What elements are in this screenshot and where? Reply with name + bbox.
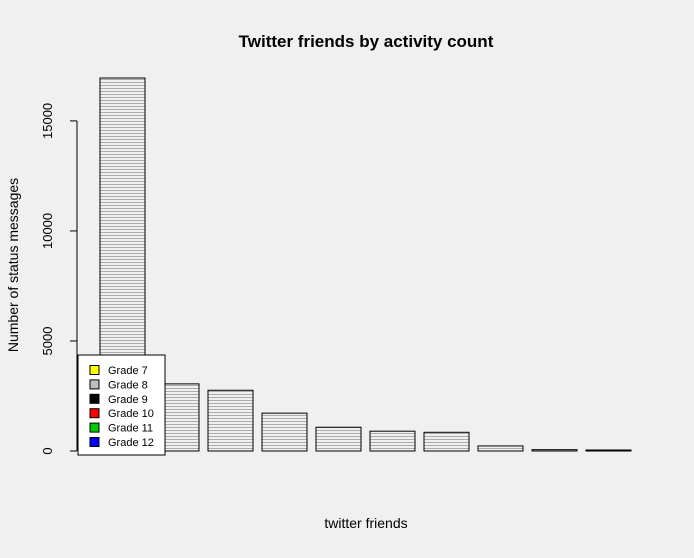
legend-label: Grade 10 [108,408,154,420]
legend-label: Grade 8 [108,379,148,391]
bar [261,412,308,452]
legend-swatch [89,408,100,419]
legend-swatch [89,422,100,433]
legend-swatch [89,365,100,375]
y-tick-label: 0 [40,447,55,454]
bar [477,445,524,452]
legend-swatch [89,379,100,390]
legend-label: Grade 11 [108,423,153,435]
bar [207,389,254,452]
chart-title: Twitter friends by activity count [239,32,494,51]
legend-swatch [89,393,100,404]
bars-group [99,77,632,452]
legend: Grade 7 Grade 8 Grade 9 Grade 10 Grade 11 Gra… [77,354,166,456]
y-tick-label: 15000 [40,103,55,139]
bar [585,449,632,452]
legend-label: Grade 9 [108,394,148,406]
x-axis-label: twitter friends [324,515,407,531]
y-tick-label: 10000 [40,213,55,249]
legend-label: Grade 12 [108,437,154,449]
bar [369,430,416,452]
bar [315,426,362,452]
y-tick-label: 5000 [40,327,55,356]
y-axis: 0 5000 10000 15000 [40,103,78,455]
bar [423,431,470,452]
legend-label: Grade 7 [108,365,148,377]
legend-swatch [89,437,100,447]
y-axis-label: Number of status messages [5,178,21,352]
bar [531,449,578,452]
